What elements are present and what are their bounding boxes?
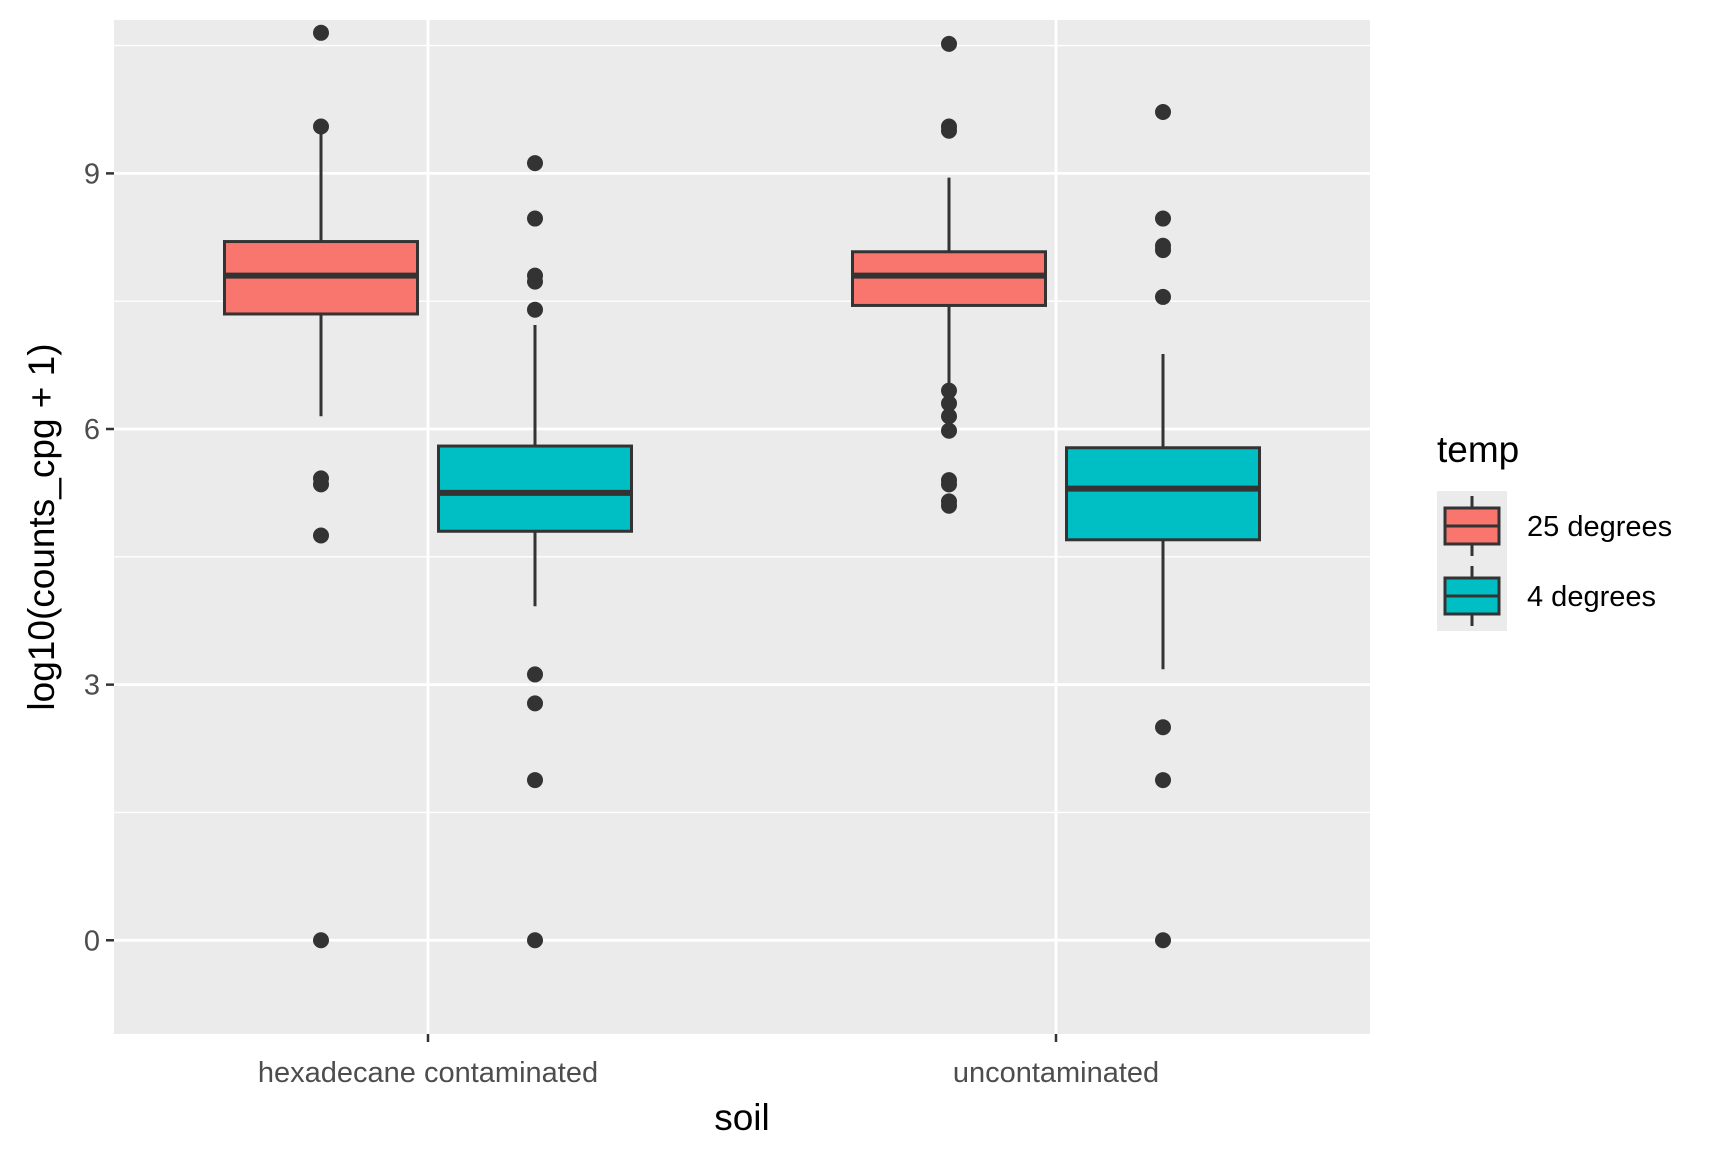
outlier-point (941, 408, 957, 425)
outlier-point (527, 932, 543, 949)
outlier-point (527, 695, 543, 712)
x-tick-label: hexadecane contaminated (258, 1057, 598, 1089)
outlier-point (1155, 719, 1171, 736)
outlier-point (313, 118, 329, 135)
outlier-point (1155, 104, 1171, 121)
box-layer (223, 24, 1261, 949)
y-tick-label: 3 (84, 670, 100, 702)
legend-label: 25 degrees (1527, 511, 1672, 543)
outlier-point (527, 155, 543, 172)
x-tick-label: uncontaminated (953, 1057, 1159, 1089)
outlier-point (313, 932, 329, 949)
outlier-point (313, 476, 329, 493)
outlier-point (941, 395, 957, 412)
y-tick-label: 6 (84, 414, 100, 446)
outlier-point (313, 24, 329, 41)
outlier-point (941, 35, 957, 52)
x-axis-title: soil (714, 1097, 770, 1138)
outlier-point (1155, 772, 1171, 789)
y-tick-label: 9 (84, 158, 100, 190)
outlier-point (1155, 932, 1171, 949)
outlier-point (941, 497, 957, 514)
outlier-point (527, 273, 543, 290)
outlier-point (527, 666, 543, 683)
outlier-point (313, 527, 329, 544)
outlier-point (1155, 288, 1171, 305)
box-group (437, 155, 633, 949)
outlier-point (527, 301, 543, 318)
legend-key: 25 degrees (1437, 491, 1672, 561)
legend-title: temp (1437, 429, 1519, 470)
box-group (1065, 104, 1261, 949)
y-tick-label: 0 (84, 925, 100, 957)
box-body (1065, 446, 1261, 542)
x-axis: hexadecane contaminated uncontaminated (258, 1034, 1159, 1089)
y-axis: 0 3 6 9 (84, 158, 114, 957)
outlier-point (941, 476, 957, 493)
outlier-point (941, 122, 957, 139)
box-group (223, 24, 419, 949)
outlier-point (941, 382, 957, 399)
legend-label: 4 degrees (1527, 581, 1656, 613)
outlier-point (527, 210, 543, 227)
outlier-point (1155, 242, 1171, 259)
legend-keys: 25 degrees 4 degrees (1437, 491, 1672, 631)
outlier-point (941, 422, 957, 439)
outlier-point (1155, 210, 1171, 227)
box-group (851, 35, 1047, 514)
box-body (437, 444, 633, 533)
outlier-point (527, 772, 543, 789)
legend: temp 25 degrees 4 degrees (1437, 429, 1672, 631)
legend-key: 4 degrees (1437, 561, 1656, 631)
y-axis-title: log10(counts_cpg + 1) (21, 343, 62, 710)
